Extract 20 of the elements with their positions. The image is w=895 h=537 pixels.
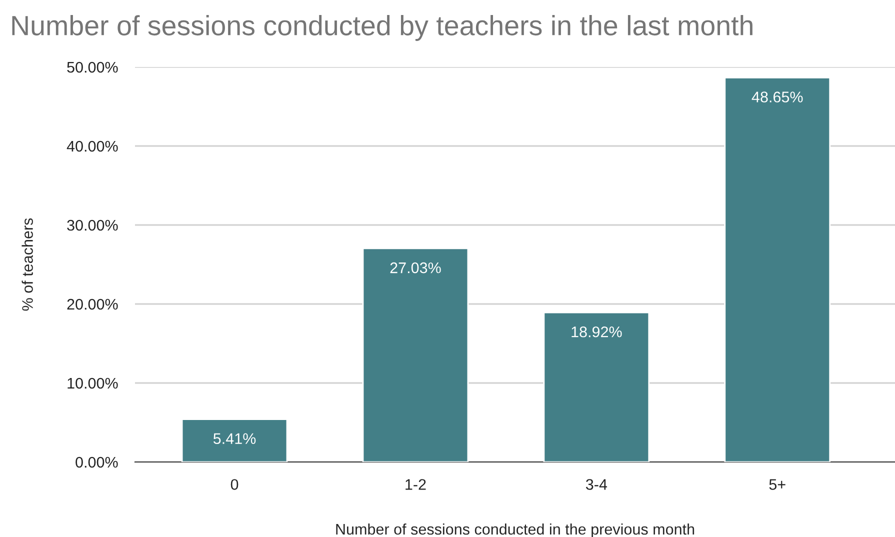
y-tick-label: 0.00% — [76, 456, 118, 468]
chart-title: Number of sessions conducted by teachers in the last month — [12, 15, 752, 41]
data-label: 48.65% — [752, 92, 803, 102]
data-label: 18.92% — [572, 326, 622, 338]
bar — [362, 248, 469, 462]
x-tick-label: 3-4 — [586, 479, 608, 490]
y-axis-title: % of teachers — [22, 218, 33, 311]
y-tick-label: 40.00% — [66, 140, 118, 152]
y-tick-label: 30.00% — [67, 220, 118, 231]
y-tick-label: 10.00% — [68, 378, 118, 389]
data-label: 5.41% — [213, 433, 256, 444]
data-label: 27.03% — [390, 262, 441, 274]
bar — [724, 76, 831, 462]
y-tick-label: 20.00% — [67, 298, 118, 310]
x-tick-label: 1-2 — [406, 479, 426, 490]
x-tick-label: 0 — [230, 479, 238, 490]
y-tick-label: 50.00% — [67, 62, 118, 73]
x-tick-label: 5+ — [769, 479, 786, 490]
bar — [543, 312, 650, 462]
bar — [181, 418, 288, 462]
